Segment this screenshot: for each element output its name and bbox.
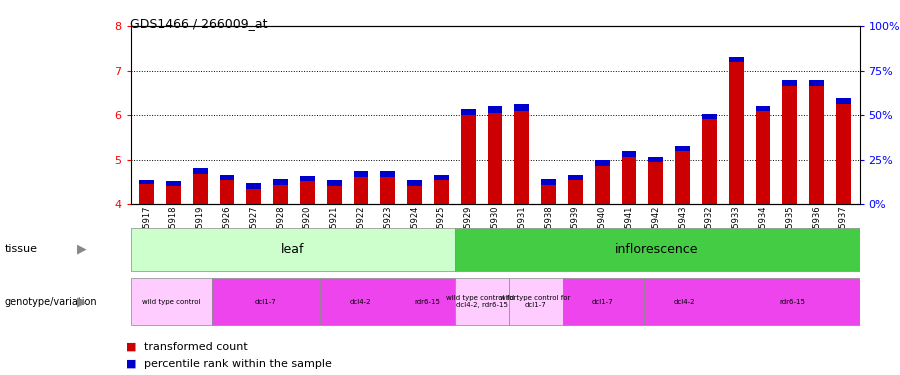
Bar (782, 86, 797, 204)
Bar (756, 111, 770, 204)
Text: percentile rank within the sample: percentile rank within the sample (144, 359, 332, 369)
Bar (488, 113, 502, 204)
Bar (320, 279, 400, 325)
Bar (140, 180, 154, 184)
Text: rdr6-15: rdr6-15 (779, 299, 805, 305)
Text: wild type control: wild type control (142, 299, 200, 305)
Bar (508, 279, 562, 325)
Text: inflorescence: inflorescence (616, 243, 698, 256)
Bar (166, 181, 181, 186)
Bar (300, 176, 315, 181)
Bar (193, 168, 208, 174)
Bar (461, 116, 475, 204)
Text: ▶: ▶ (76, 296, 86, 308)
Bar (729, 62, 743, 204)
Bar (400, 279, 454, 325)
Bar (327, 186, 342, 204)
Bar (515, 111, 529, 204)
Bar (381, 177, 395, 204)
Bar (274, 180, 288, 185)
Bar (648, 162, 663, 204)
Bar (130, 228, 454, 271)
Text: ▶: ▶ (76, 243, 86, 256)
Text: leaf: leaf (281, 243, 304, 256)
Bar (595, 160, 609, 166)
Bar (300, 181, 315, 204)
Bar (434, 174, 449, 180)
Bar (648, 157, 663, 162)
Bar (782, 80, 797, 86)
Bar (836, 98, 850, 104)
Bar (568, 180, 583, 204)
Bar (140, 184, 154, 204)
Bar (354, 171, 368, 177)
Bar (675, 146, 690, 151)
Bar (488, 106, 502, 113)
Bar (454, 228, 860, 271)
Bar (756, 105, 770, 111)
Bar (166, 186, 181, 204)
Bar (515, 104, 529, 111)
Bar (130, 279, 212, 325)
Bar (562, 279, 644, 325)
Text: rdr6-15: rdr6-15 (415, 299, 440, 305)
Bar (407, 186, 422, 204)
Bar (247, 183, 261, 189)
Text: dcl1-7: dcl1-7 (592, 299, 614, 305)
Bar (622, 152, 636, 157)
Text: dcl1-7: dcl1-7 (255, 299, 276, 305)
Bar (541, 185, 556, 204)
Bar (595, 166, 609, 204)
Bar (675, 151, 690, 204)
Text: tissue: tissue (4, 244, 38, 254)
Bar (193, 174, 208, 204)
Bar (702, 119, 716, 204)
Bar (644, 279, 725, 325)
Bar (729, 57, 743, 62)
Bar (568, 174, 583, 180)
Bar (354, 177, 368, 204)
Bar (809, 86, 824, 204)
Bar (381, 171, 395, 177)
Bar (247, 189, 261, 204)
Text: wild type control for
dcl1-7: wild type control for dcl1-7 (500, 296, 571, 308)
Bar (434, 180, 449, 204)
Bar (407, 180, 422, 186)
Text: dcl4-2: dcl4-2 (673, 299, 695, 305)
Text: ■: ■ (126, 342, 137, 352)
Text: ■: ■ (126, 359, 137, 369)
Text: wild type control for
dcl4-2, rdr6-15: wild type control for dcl4-2, rdr6-15 (446, 296, 517, 308)
Bar (702, 114, 716, 119)
Bar (541, 180, 556, 185)
Bar (274, 185, 288, 204)
Bar (220, 180, 234, 204)
Bar (836, 104, 850, 204)
Bar (809, 80, 824, 86)
Bar (461, 109, 475, 115)
Bar (212, 279, 320, 325)
Bar (622, 157, 636, 204)
Text: GDS1466 / 266009_at: GDS1466 / 266009_at (130, 17, 268, 30)
Bar (454, 279, 508, 325)
Bar (220, 174, 234, 180)
Bar (724, 279, 859, 325)
Text: dcl4-2: dcl4-2 (349, 299, 371, 305)
Text: genotype/variation: genotype/variation (4, 297, 97, 307)
Bar (327, 180, 342, 186)
Text: transformed count: transformed count (144, 342, 248, 352)
